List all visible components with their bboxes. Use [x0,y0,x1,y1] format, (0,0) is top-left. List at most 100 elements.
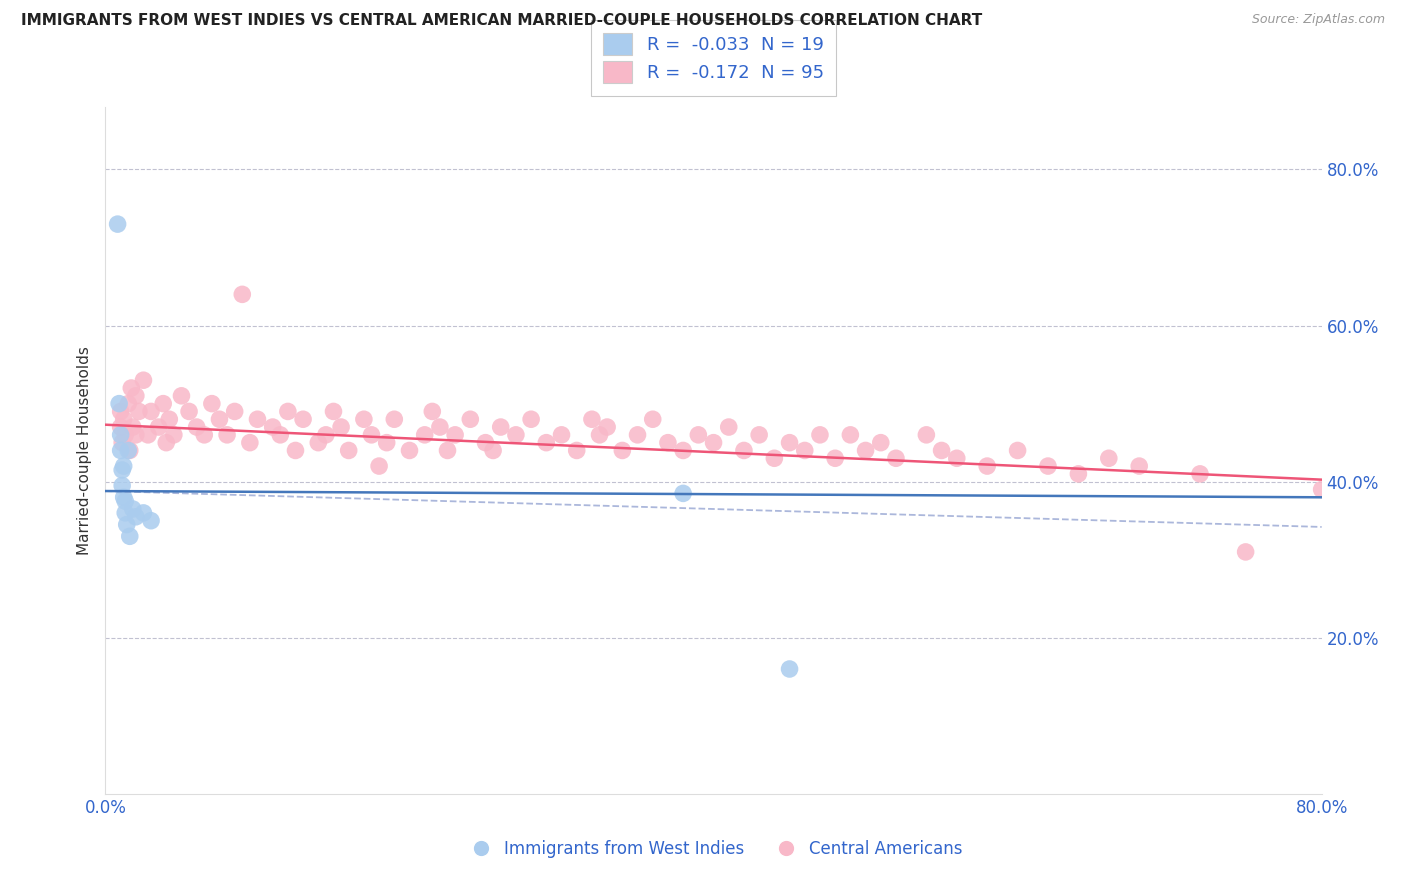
Point [117,443,139,458]
Point [114,494,136,508]
Point [884,451,907,466]
Point [641,412,664,426]
Legend: Immigrants from West Indies, Central Americans: Immigrants from West Indies, Central Ame… [457,833,970,864]
Point [125,509,148,524]
Point [855,443,877,458]
Point [1007,443,1029,458]
Point [193,427,215,442]
Point [246,412,269,426]
Point [107,217,129,231]
Point [779,662,801,676]
Point [581,412,603,426]
Point [1188,467,1211,481]
Point [672,486,695,500]
Point [121,420,143,434]
Point [120,381,142,395]
Point [824,451,846,466]
Point [368,458,391,473]
Point [550,427,572,442]
Point [177,404,200,418]
Point [733,443,755,458]
Point [110,404,132,418]
Point [284,443,307,458]
Point [413,427,436,442]
Point [520,412,543,426]
Point [111,478,134,492]
Point [429,420,451,434]
Point [186,420,208,434]
Point [132,373,155,387]
Point [277,404,299,418]
Point [148,420,170,434]
Point [217,427,239,442]
Point [111,435,134,450]
Point [1128,458,1150,473]
Point [125,389,148,403]
Point [112,458,135,473]
Point [626,427,648,442]
Point [763,451,786,466]
Point [110,443,132,458]
Y-axis label: Married-couple Households: Married-couple Households [77,346,93,555]
Point [118,529,141,543]
Point [375,435,398,450]
Point [717,420,740,434]
Point [1234,545,1257,559]
Point [139,404,162,418]
Point [672,443,695,458]
Point [155,435,177,450]
Point [118,443,141,458]
Point [139,514,162,528]
Point [110,420,132,434]
Point [657,435,679,450]
Point [793,443,815,458]
Point [436,443,458,458]
Point [474,435,496,450]
Point [128,404,150,418]
Point [565,443,588,458]
Point [808,427,831,442]
Point [111,463,134,477]
Point [839,427,862,442]
Point [208,412,231,426]
Point [1310,483,1333,497]
Point [163,427,186,442]
Point [360,427,382,442]
Point [398,443,420,458]
Point [702,435,725,450]
Point [489,420,512,434]
Point [201,396,224,410]
Point [536,435,558,450]
Point [136,427,159,442]
Point [115,517,138,532]
Point [117,396,139,410]
Point [915,427,938,442]
Point [588,427,610,442]
Point [748,427,770,442]
Point [1098,451,1121,466]
Point [382,412,405,426]
Point [945,451,967,466]
Point [307,435,329,450]
Point [269,427,291,442]
Point [239,435,262,450]
Point [612,443,634,458]
Point [688,427,710,442]
Point [224,404,246,418]
Point [482,443,505,458]
Point [125,427,148,442]
Point [112,490,135,504]
Point [132,506,155,520]
Point [170,389,193,403]
Point [353,412,375,426]
Point [114,506,136,520]
Point [108,396,131,410]
Point [505,427,527,442]
Point [330,420,353,434]
Point [1067,467,1090,481]
Text: Source: ZipAtlas.com: Source: ZipAtlas.com [1251,13,1385,27]
Point [157,412,180,426]
Point [152,396,174,410]
Point [322,404,344,418]
Point [262,420,284,434]
